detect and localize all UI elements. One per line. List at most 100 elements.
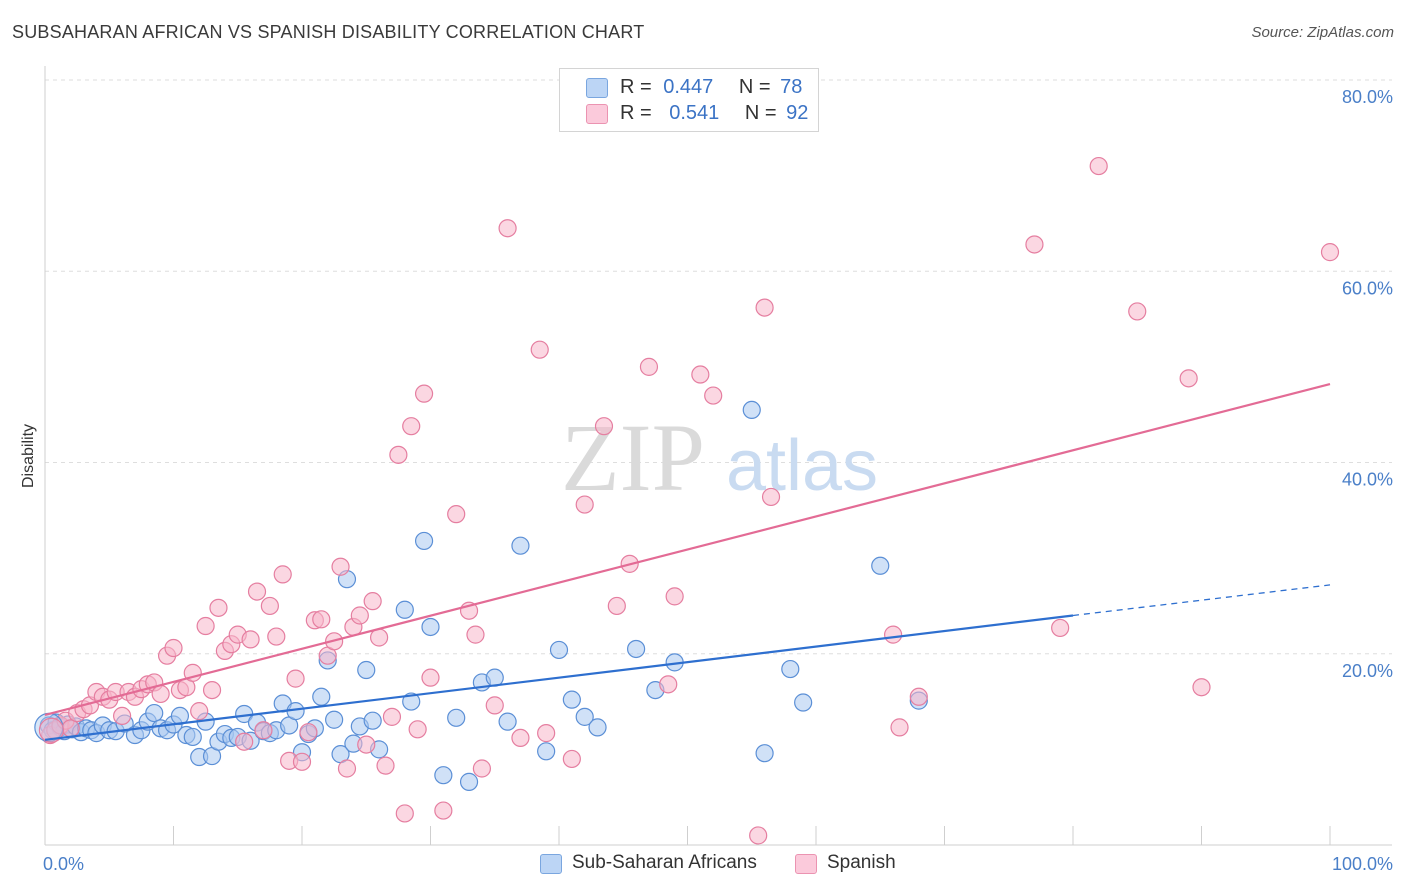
point-spanish <box>909 687 928 706</box>
point-spanish <box>562 749 581 769</box>
point-spanish <box>382 707 402 726</box>
point-subsaharan <box>871 556 890 575</box>
point-spanish <box>254 721 273 740</box>
chart-title: SUBSAHARAN AFRICAN VS SPANISH DISABILITY… <box>12 22 645 42</box>
point-spanish <box>414 384 434 403</box>
point-spanish <box>299 723 318 742</box>
point-spanish <box>395 804 414 823</box>
point-subsaharan <box>575 707 594 726</box>
point-spanish <box>151 684 170 704</box>
point-spanish <box>376 756 395 775</box>
x-tick-label-min: 0.0% <box>43 854 84 874</box>
point-spanish <box>38 717 65 743</box>
point-subsaharan <box>511 536 530 555</box>
point-subsaharan <box>395 600 414 619</box>
point-subsaharan <box>537 742 556 761</box>
point-spanish <box>1025 235 1044 254</box>
legend-n-value: 92 <box>786 102 809 124</box>
legend-r-label: R = <box>620 76 652 98</box>
point-subsaharan <box>459 772 479 791</box>
point-spanish <box>704 386 723 405</box>
bottom-legend-label: Sub-Saharan Africans <box>572 852 757 873</box>
point-spanish <box>665 587 684 606</box>
point-spanish <box>357 735 376 754</box>
point-spanish <box>190 702 209 721</box>
y-tick-label: 40.0% <box>1342 470 1393 490</box>
point-subsaharan <box>357 660 376 680</box>
point-spanish <box>575 495 594 514</box>
point-subsaharan <box>742 400 761 420</box>
point-spanish <box>607 596 626 616</box>
point-spanish <box>1128 302 1147 321</box>
point-subsaharan <box>549 640 569 660</box>
y-tick-label: 60.0% <box>1342 278 1393 298</box>
point-subsaharan <box>363 711 382 730</box>
point-subsaharan <box>183 727 202 747</box>
point-spanish <box>241 630 260 649</box>
point-spanish <box>61 719 80 738</box>
point-spanish <box>267 627 286 646</box>
point-subsaharan <box>498 712 517 731</box>
axes <box>44 66 1392 846</box>
point-spanish <box>331 557 350 576</box>
point-spanish <box>498 219 517 238</box>
x-tick-label-max: 100.0% <box>1332 854 1393 874</box>
source-label: Source: ZipAtlas.com <box>1251 24 1394 41</box>
legend-n-label: N = <box>738 76 771 98</box>
point-spanish <box>286 669 305 688</box>
point-spanish <box>755 298 774 317</box>
point-spanish <box>363 592 382 611</box>
point-subsaharan <box>434 766 453 785</box>
bottom-legend-swatch-pink <box>795 854 817 874</box>
point-spanish <box>485 696 504 715</box>
watermark-zip: ZIP <box>561 404 705 511</box>
point-spanish <box>530 340 549 359</box>
point-subsaharan <box>781 659 800 679</box>
trend-line-subsaharan <box>44 614 1074 741</box>
point-subsaharan <box>794 693 813 712</box>
point-subsaharan <box>402 692 421 711</box>
point-spanish <box>639 357 659 376</box>
point-spanish <box>312 610 331 629</box>
legend-n-value: 78 <box>780 76 803 98</box>
y-axis-label: Disability <box>20 424 37 488</box>
scatter-points <box>34 156 1340 845</box>
trend-line-subsaharan-extension <box>1072 584 1331 617</box>
bottom-legend-label: Spanish <box>827 852 896 873</box>
point-subsaharan <box>145 703 164 723</box>
point-spanish <box>389 445 408 464</box>
point-spanish <box>235 732 254 751</box>
point-spanish <box>292 752 312 771</box>
point-spanish <box>402 417 421 436</box>
tick-labels: 20.0% 40.0% 60.0% 80.0% 0.0% 100.0% <box>43 87 1393 874</box>
point-subsaharan <box>414 531 434 551</box>
point-spanish <box>659 675 678 694</box>
correlation-legend: R = 0.447 N = 78 R = 0.541 N = 92 <box>559 68 819 132</box>
point-spanish <box>691 365 710 384</box>
point-spanish <box>466 625 485 644</box>
y-tick-label: 80.0% <box>1342 87 1393 107</box>
point-spanish <box>434 801 453 820</box>
bottom-legend-swatch-blue <box>540 854 562 874</box>
point-spanish <box>273 565 292 584</box>
point-spanish <box>594 417 614 436</box>
point-subsaharan <box>447 708 466 727</box>
gridlines <box>45 79 1392 655</box>
point-spanish <box>421 668 440 687</box>
trend-line-spanish <box>44 383 1331 717</box>
point-spanish <box>472 759 491 778</box>
point-subsaharan <box>588 718 607 737</box>
point-spanish <box>408 720 427 739</box>
point-spanish <box>890 718 909 737</box>
legend-r-value: 0.541 <box>669 102 720 124</box>
y-tick-label: 20.0% <box>1342 661 1393 681</box>
legend-swatch-pink <box>586 104 608 124</box>
legend-r-value: 0.447 <box>663 76 714 98</box>
point-spanish <box>164 638 183 658</box>
point-spanish <box>247 582 267 601</box>
point-spanish <box>196 616 215 636</box>
point-spanish <box>537 724 556 743</box>
point-spanish <box>761 487 781 507</box>
point-subsaharan <box>325 710 344 729</box>
